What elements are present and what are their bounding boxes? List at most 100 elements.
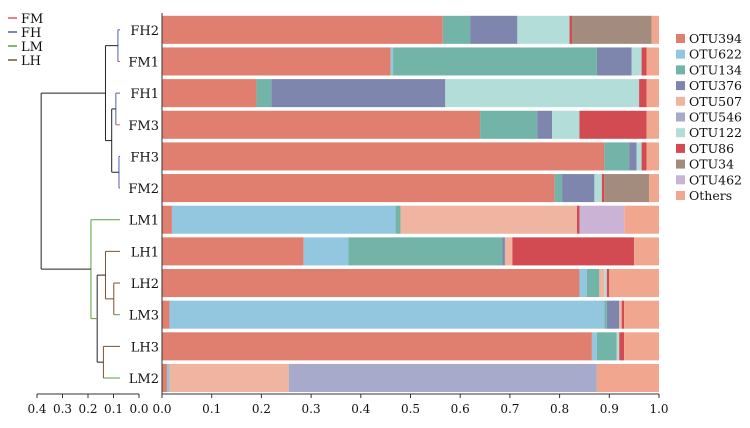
bar-segment-lm3-otu134 bbox=[604, 300, 607, 329]
legend-swatch-otu122 bbox=[676, 128, 685, 138]
bar-segment-lm3-otu86 bbox=[621, 300, 625, 329]
sample-label-lh1: LH1 bbox=[131, 245, 159, 260]
bar-segment-lh1-otu134 bbox=[348, 237, 503, 266]
x-tick-label: 0.5 bbox=[401, 402, 420, 416]
bar-segment-fh3-otu376 bbox=[629, 142, 637, 171]
bar-segment-lh3-otu86 bbox=[619, 332, 625, 361]
bar-segment-fh2-otu376 bbox=[470, 15, 518, 44]
legend-label-otu122: OTU122 bbox=[689, 125, 742, 140]
bar-segment-lm2-otu546 bbox=[288, 363, 597, 392]
bar-segment-fm3-otu394 bbox=[162, 110, 481, 139]
tree-tick-label: 0.1 bbox=[104, 402, 123, 416]
bar-segment-lh2-otu122 bbox=[604, 269, 607, 298]
tree-tick-label: 0.2 bbox=[78, 402, 97, 416]
sample-label-lm3: LM3 bbox=[129, 309, 159, 324]
bar-segment-lh1-otu622 bbox=[303, 237, 349, 266]
sample-label-fh3: FH3 bbox=[130, 150, 159, 165]
bar-segment-lm2-otu394 bbox=[162, 363, 167, 392]
sample-label-lm2: LM2 bbox=[129, 372, 159, 387]
bar-segment-fm2-otu376 bbox=[562, 174, 595, 203]
bar-segment-fm3-otu376 bbox=[537, 110, 553, 139]
legend-swatch-others bbox=[676, 191, 685, 200]
bar-segment-fm2-otu394 bbox=[162, 174, 555, 203]
bar-segment-fm1-otu134 bbox=[393, 47, 597, 76]
x-tick-label: 0.9 bbox=[600, 402, 619, 416]
bar-segment-lm1-otu507 bbox=[400, 205, 577, 234]
bar-segment-lh1-otu376 bbox=[502, 237, 505, 266]
bar-segment-fh3-otu86 bbox=[641, 142, 647, 171]
bar-segment-fm2-others bbox=[649, 174, 659, 203]
sample-label-lh2: LH2 bbox=[131, 277, 159, 292]
bar-segment-fh3-otu122 bbox=[636, 142, 642, 171]
bar-segment-lm1-otu462 bbox=[579, 205, 625, 234]
sample-label-fm2: FM2 bbox=[128, 182, 159, 197]
stacked-bars bbox=[162, 15, 659, 392]
bar-segment-fh3-otu394 bbox=[162, 142, 605, 171]
bar-segment-lm1-otu134 bbox=[395, 205, 401, 234]
bar-segment-lm3-otu507 bbox=[619, 300, 622, 329]
bar-segment-lh3-others bbox=[624, 332, 659, 361]
legend-label-otu134: OTU134 bbox=[689, 62, 742, 77]
bar-segment-lh3-otu134 bbox=[596, 332, 617, 361]
x-tick-label: 0.4 bbox=[351, 402, 370, 416]
bar-segment-fh1-others bbox=[646, 79, 659, 108]
bar-segment-lm1-otu394 bbox=[162, 205, 172, 234]
x-tick-label: 0.6 bbox=[451, 402, 470, 416]
bar-segment-fm2-otu86 bbox=[601, 174, 605, 203]
bar-segment-fm2-otu134 bbox=[554, 174, 563, 203]
bar-segment-fm2-otu34 bbox=[604, 174, 650, 203]
x-tick-label: 0.7 bbox=[500, 402, 519, 416]
x-tick-label: 0.1 bbox=[202, 402, 221, 416]
bar-segment-lh2-otu394 bbox=[162, 269, 580, 298]
x-axis: 0.0 0.1 0.2 0.3 0.4 0.5 0.6 0.7 0.8 0.9 1.0 bbox=[152, 394, 669, 416]
legend-label-otu507: OTU507 bbox=[689, 94, 742, 109]
bar-segment-fh2-otu86 bbox=[569, 15, 573, 44]
tree-tick-label: 0.0 bbox=[129, 402, 148, 416]
tree-legend-label-lm: LM bbox=[21, 40, 43, 55]
bar-segment-fh1-otu122 bbox=[445, 79, 640, 108]
bar-segment-fm3-otu122 bbox=[552, 110, 580, 139]
bar-segment-fh2-otu134 bbox=[442, 15, 471, 44]
bar-segment-lm3-otu622 bbox=[169, 300, 605, 329]
bar-segment-fh3-otu134 bbox=[604, 142, 630, 171]
dendrogram bbox=[40, 29, 120, 379]
bar-segment-lh1-otu507 bbox=[504, 237, 513, 266]
bar-segment-fh2-others bbox=[651, 15, 659, 44]
tree-axis: 0.4 0.3 0.2 0.1 0.0 bbox=[27, 393, 149, 416]
legend-swatch-otu394 bbox=[676, 34, 685, 43]
legend-swatch-otu134 bbox=[676, 65, 685, 75]
legend-label-otu622: OTU622 bbox=[689, 47, 742, 62]
bar-segment-lh3-otu622 bbox=[591, 332, 597, 361]
bar-segment-fh1-otu86 bbox=[639, 79, 647, 108]
sample-labels: FH2 FM1 FH1 FM3 FH3 FM2 LM1 LH1 LH2 LM3 LH3 LM2 bbox=[128, 24, 159, 387]
bar-segment-lm3-otu394 bbox=[162, 300, 170, 329]
legend-label-otu546: OTU546 bbox=[689, 110, 742, 125]
bar-segment-fm1-otu376 bbox=[596, 47, 632, 76]
bar-segment-lh3-otu122 bbox=[616, 332, 620, 361]
bar-segment-fh1-otu134 bbox=[256, 79, 272, 108]
legend-label-others: Others bbox=[689, 188, 732, 203]
bar-segment-lh2-otu134 bbox=[586, 269, 600, 298]
bar-segment-fm3-otu134 bbox=[480, 110, 538, 139]
bar-segment-lh2-others bbox=[609, 269, 659, 298]
tree-legend-label-lh: LH bbox=[21, 54, 41, 69]
bar-segment-fm3-otu86 bbox=[579, 110, 647, 139]
legend-label-otu376: OTU376 bbox=[689, 78, 742, 93]
bar-segment-lh2-otu507 bbox=[599, 269, 605, 298]
sample-label-fh1: FH1 bbox=[130, 87, 159, 102]
bar-segment-lh1-otu394 bbox=[162, 237, 304, 266]
legend-swatch-otu507 bbox=[676, 96, 685, 106]
legend-label-otu394: OTU394 bbox=[689, 31, 742, 46]
x-tick-label: 0.3 bbox=[302, 402, 321, 416]
tree-legend-label-fm: FM bbox=[21, 12, 43, 27]
x-tick-label: 1.0 bbox=[649, 402, 668, 416]
bar-segment-lh3-otu394 bbox=[162, 332, 592, 361]
bar-segment-fm1-otu394 bbox=[162, 47, 391, 76]
legend-swatch-otu376 bbox=[676, 81, 685, 91]
bar-segment-fh2-otu394 bbox=[162, 15, 443, 44]
bar-segment-lm3-others bbox=[624, 300, 659, 329]
otu-legend: OTU394OTU622OTU134OTU376OTU507OTU546OTU1… bbox=[676, 31, 742, 203]
sample-label-lm1: LM1 bbox=[129, 214, 159, 229]
